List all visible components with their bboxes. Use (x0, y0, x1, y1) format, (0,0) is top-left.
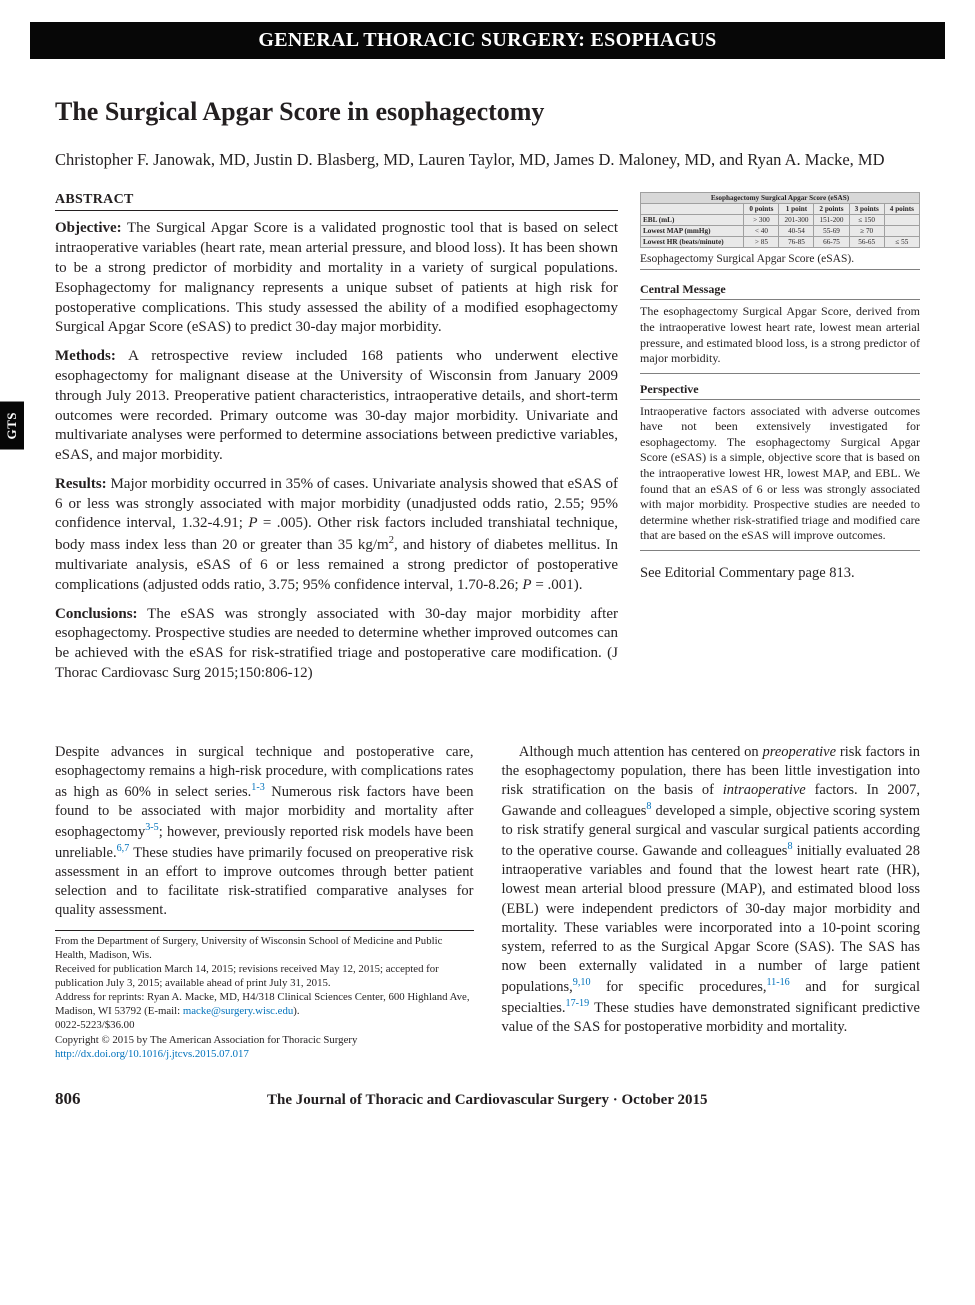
footnote-dates: Received for publication March 14, 2015;… (55, 963, 474, 990)
article-title: The Surgical Apgar Score in esophagectom… (55, 97, 920, 127)
abstract-and-sidebar: ABSTRACT Objective: The Surgical Apgar S… (55, 192, 920, 693)
br-em2: intraoperative (723, 782, 806, 798)
page-number: 806 (55, 1089, 81, 1109)
esas-r1c1: < 40 (744, 226, 779, 237)
esas-table: Esophagectomy Surgical Apgar Score (eSAS… (640, 192, 920, 248)
ref-1-3[interactable]: 1-3 (251, 782, 265, 793)
doi-link[interactable]: http://dx.doi.org/10.1016/j.jtcvs.2015.0… (55, 1048, 249, 1060)
abstract-conclusions: Conclusions: The eSAS was strongly assoc… (55, 605, 618, 684)
perspective-body: Intraoperative factors associated with a… (640, 400, 920, 551)
esas-r2c1: > 85 (744, 237, 779, 248)
esas-col-0 (641, 204, 744, 215)
ref-17-19[interactable]: 17-19 (566, 998, 590, 1009)
footnote-issn: 0022-5223/$36.00 (55, 1019, 474, 1032)
fn-l3b: ). (293, 1005, 299, 1017)
see-editorial-commentary: See Editorial Commentary page 813. (640, 565, 920, 582)
ref-3-5[interactable]: 3-5 (145, 822, 159, 833)
abstract-results: Results: Major morbidity occurred in 35%… (55, 475, 618, 596)
esas-r0c4: ≤ 150 (849, 215, 884, 226)
esas-r2c3: 66-75 (814, 237, 849, 248)
bl-p1d: These studies have primarily focused on … (55, 845, 474, 918)
esas-row-1: Lowest MAP (mmHg) < 40 40-54 55-69 ≥ 70 (641, 226, 920, 237)
esas-table-header-row: 0 points 1 point 2 points 3 points 4 poi… (641, 204, 920, 215)
page-body: The Surgical Apgar Score in esophagectom… (0, 59, 975, 1063)
footnote-affiliation: From the Department of Surgery, Universi… (55, 935, 474, 962)
abstract-objective: Objective: The Surgical Apgar Score is a… (55, 219, 618, 338)
central-message-body: The esophagectomy Surgical Apgar Score, … (640, 300, 920, 373)
body-columns: Despite advances in surgical technique a… (55, 743, 920, 1063)
sidebar-column: Esophagectomy Surgical Apgar Score (eSAS… (640, 192, 920, 693)
abstract-methods: Methods: A retrospective review included… (55, 347, 618, 466)
section-header-bar: GENERAL THORACIC SURGERY: ESOPHAGUS (30, 22, 945, 59)
esas-r0c3: 151-200 (814, 215, 849, 226)
esas-r0c5 (884, 215, 919, 226)
esas-r1c2: 40-54 (779, 226, 814, 237)
esas-col-1: 0 points (744, 204, 779, 215)
page-footer: 806 The Journal of Thoracic and Cardiova… (0, 1063, 975, 1123)
esas-col-2: 1 point (779, 204, 814, 215)
esas-r1c5 (884, 226, 919, 237)
perspective-title: Perspective (640, 382, 920, 400)
esas-row-0: EBL (mL) > 300 201-300 151-200 ≤ 150 (641, 215, 920, 226)
br-p1f: for specific procedures, (591, 979, 767, 995)
footnote-copyright: Copyright © 2015 by The American Associa… (55, 1034, 474, 1047)
esas-r2c4: 56-65 (849, 237, 884, 248)
central-message-title: Central Message (640, 282, 920, 300)
esas-r2c2: 76-85 (779, 237, 814, 248)
journal-line: The Journal of Thoracic and Cardiovascul… (95, 1092, 921, 1109)
esas-r1c0: Lowest MAP (mmHg) (641, 226, 744, 237)
br-p1a: Although much attention has centered on (519, 744, 763, 760)
esas-r1c4: ≥ 70 (849, 226, 884, 237)
abstract-heading: ABSTRACT (55, 192, 618, 211)
conclusions-text: The eSAS was strongly associated with 30… (55, 606, 618, 681)
esas-r0c2: 201-300 (779, 215, 814, 226)
footnote-block: From the Department of Surgery, Universi… (55, 930, 474, 1061)
body-col-right: Although much attention has centered on … (502, 743, 921, 1063)
objective-text: The Surgical Apgar Score is a validated … (55, 220, 618, 335)
methods-text: A retrospective review included 168 pati… (55, 348, 618, 463)
body-right-p1: Although much attention has centered on … (502, 743, 921, 1037)
esas-col-4: 3 points (849, 204, 884, 215)
esas-col-3: 2 points (814, 204, 849, 215)
esas-col-5: 4 points (884, 204, 919, 215)
esas-r0c1: > 300 (744, 215, 779, 226)
footnote-doi: http://dx.doi.org/10.1016/j.jtcvs.2015.0… (55, 1048, 474, 1061)
esas-r2c5: ≤ 55 (884, 237, 919, 248)
abstract-column: ABSTRACT Objective: The Surgical Apgar S… (55, 192, 618, 693)
methods-label: Methods: (55, 348, 116, 364)
reprint-email-link[interactable]: macke@surgery.wisc.edu (183, 1005, 293, 1017)
body-left-p1: Despite advances in surgical technique a… (55, 743, 474, 921)
body-col-left: Despite advances in surgical technique a… (55, 743, 474, 1063)
ref-6-7[interactable]: 6,7 (117, 843, 130, 854)
results-p2: P (522, 577, 531, 593)
br-p1e: initially evaluated 28 intraoperative va… (502, 843, 921, 995)
br-em1: preoperative (762, 744, 836, 760)
ref-11-16[interactable]: 11-16 (767, 977, 790, 988)
esas-row-2: Lowest HR (beats/minute) > 85 76-85 66-7… (641, 237, 920, 248)
esas-table-title: Esophagectomy Surgical Apgar Score (eSAS… (641, 193, 920, 204)
footnote-reprints: Address for reprints: Ryan A. Macke, MD,… (55, 991, 474, 1018)
abstract-block: Objective: The Surgical Apgar Score is a… (55, 219, 618, 684)
esas-r2c0: Lowest HR (beats/minute) (641, 237, 744, 248)
esas-r1c3: 55-69 (814, 226, 849, 237)
authors-line: Christopher F. Janowak, MD, Justin D. Bl… (55, 149, 920, 170)
side-tab: GTS (0, 402, 24, 450)
ref-9-10[interactable]: 9,10 (573, 977, 591, 988)
results-text-d: = .001). (532, 577, 583, 593)
esas-caption: Esophagectomy Surgical Apgar Score (eSAS… (640, 253, 920, 270)
conclusions-label: Conclusions: (55, 606, 138, 622)
objective-label: Objective: (55, 220, 122, 236)
results-label: Results: (55, 476, 107, 492)
esas-r0c0: EBL (mL) (641, 215, 744, 226)
